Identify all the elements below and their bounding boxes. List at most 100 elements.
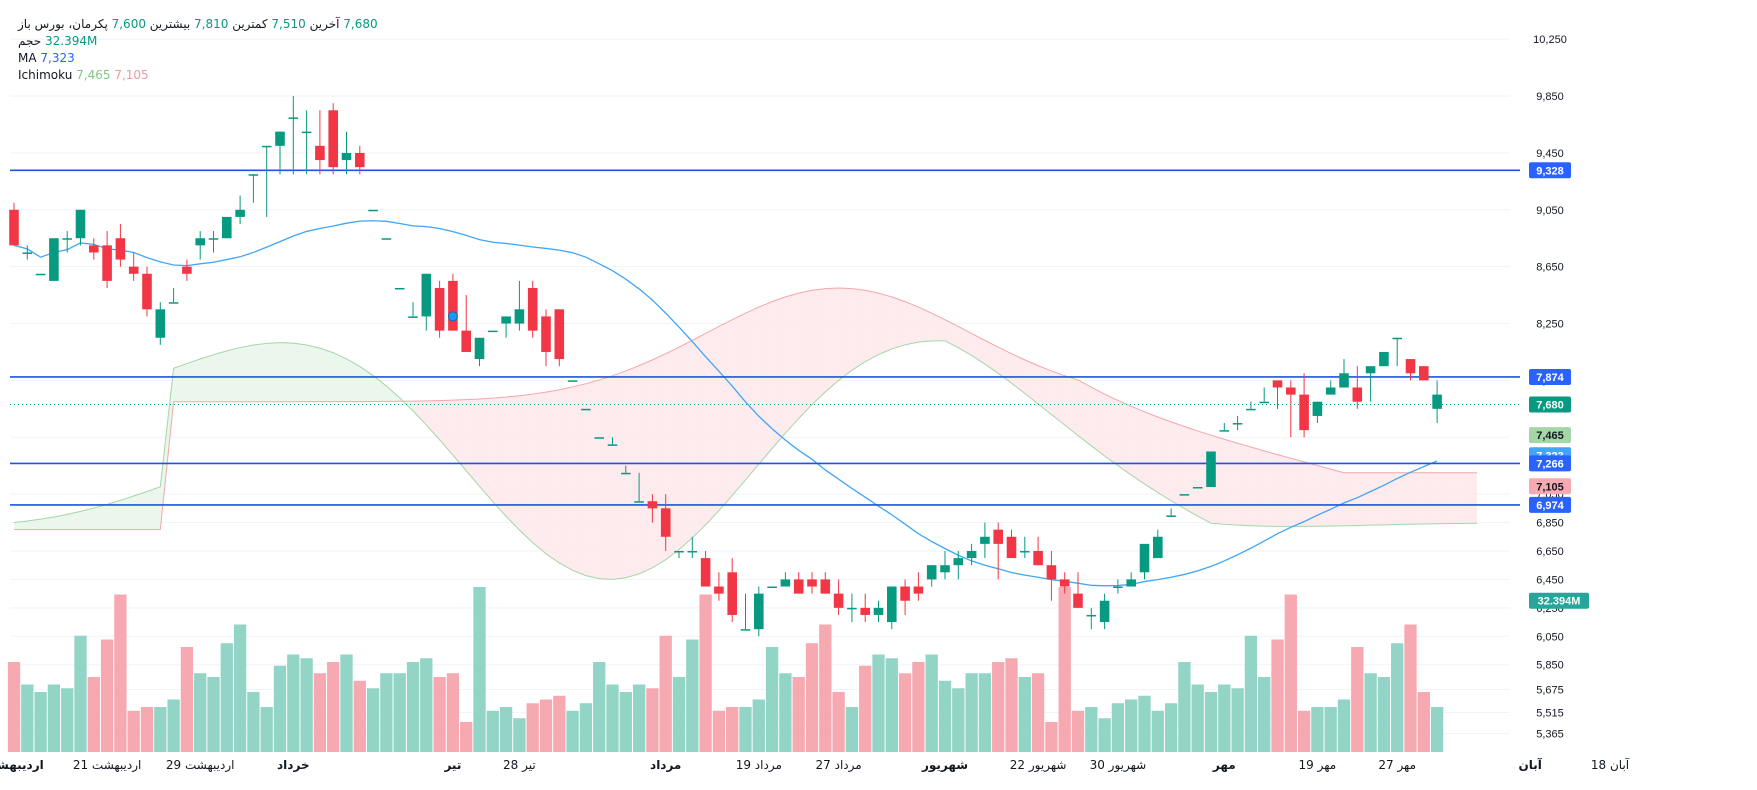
open-value: 7,600: [111, 17, 146, 31]
cloud-segment: [226, 347, 241, 402]
cloud-segment: [1078, 379, 1092, 446]
ichimoku-row[interactable]: Ichimoku 7,465 7,105: [18, 67, 378, 84]
volume-bar: [1098, 718, 1111, 752]
volume-bar: [460, 722, 473, 752]
cloud-segment: [572, 383, 586, 576]
candle-body: [634, 501, 644, 503]
ma-row[interactable]: MA 7,323: [18, 50, 378, 67]
price-tag-label: 7,680: [1536, 400, 1564, 412]
volume-bar: [1058, 587, 1071, 752]
candle-body: [35, 273, 46, 276]
candle-body: [1299, 394, 1309, 431]
candle-body: [461, 330, 471, 352]
x-tick-label: 27 مهر: [1378, 758, 1416, 773]
candle-body: [953, 558, 964, 566]
y-tick-label: 5,675: [1536, 685, 1564, 697]
cloud-segment: [186, 358, 201, 402]
cloud-segment: [984, 340, 999, 374]
y-tick-label: 6,850: [1536, 518, 1564, 530]
volume-bars: [7, 587, 1444, 752]
cloud-segment: [891, 296, 906, 349]
volume-bar: [380, 673, 393, 752]
candle-body: [727, 572, 737, 615]
volume-bar: [220, 643, 233, 752]
y-tick-label: 9,450: [1536, 148, 1564, 160]
candle-body: [115, 238, 126, 260]
price-tag: [1529, 478, 1571, 495]
candle-body: [1286, 387, 1296, 395]
cloud-segment: [306, 344, 320, 402]
volume-bar: [1151, 710, 1164, 752]
cloud-segment: [998, 347, 1012, 384]
y-tick-label: 5,365: [1536, 729, 1564, 741]
volume-row[interactable]: حجم 32.394M: [18, 33, 378, 50]
cloud-segment: [1344, 472, 1358, 526]
volume-bar: [1244, 635, 1258, 752]
volume-bar: [553, 695, 566, 752]
volume-bar: [1311, 707, 1324, 752]
cloud-segment: [705, 326, 719, 525]
volume-bar: [420, 658, 433, 752]
cloud-segment: [40, 516, 54, 530]
volume-bar: [1271, 639, 1284, 752]
candle-body: [1365, 366, 1376, 374]
cloud-segment: [772, 296, 786, 449]
candle-body: [581, 408, 591, 411]
volume-bar: [300, 658, 313, 752]
cloud-segment: [958, 326, 972, 356]
candle-body: [381, 238, 392, 240]
candle-body: [847, 607, 857, 610]
volume-bar: [1391, 643, 1404, 752]
price-tag: [1529, 396, 1571, 413]
candle-body: [448, 280, 458, 331]
cloud-segment: [1357, 472, 1371, 526]
ichimoku-label: Ichimoku: [18, 68, 73, 82]
cloud-segment: [665, 347, 679, 560]
candle-body: [807, 579, 817, 587]
volume-label: حجم: [18, 34, 42, 48]
candlesticks[interactable]: [9, 96, 1442, 637]
candle-body: [1179, 494, 1190, 496]
cloud-segment: [120, 496, 134, 530]
horizontal-levels[interactable]: [10, 169, 1520, 506]
volume-bar: [260, 707, 273, 752]
volume-bar: [845, 707, 859, 752]
volume-bar: [566, 710, 579, 752]
cloud-segment: [758, 301, 773, 465]
volume-bar: [1297, 710, 1311, 752]
cloud-segment: [1410, 472, 1424, 525]
ichimoku-span-b: [14, 287, 1477, 531]
candle-body: [767, 586, 777, 589]
candle-body: [49, 238, 59, 281]
cloud-segment: [173, 363, 187, 402]
cloud-segment: [851, 288, 866, 371]
symbol-name[interactable]: پکرمان، بورس: [34, 17, 108, 31]
volume-bar: [366, 688, 380, 752]
x-tick-label: تیر: [443, 758, 461, 772]
volume-bar: [792, 677, 805, 752]
cloud-segment: [1144, 411, 1158, 493]
volume-bar: [180, 647, 194, 752]
volume-bar: [765, 647, 779, 752]
cloud-segment: [798, 290, 812, 419]
volume-bar: [7, 662, 21, 752]
candle-body: [488, 330, 498, 333]
cloud-segment: [1317, 465, 1331, 527]
price-tag: [1529, 427, 1571, 444]
cloud-segment: [253, 343, 267, 402]
y-tick-label: 6,050: [1536, 631, 1564, 643]
candle-body: [833, 593, 844, 608]
candle-body: [22, 252, 33, 254]
candle-body: [328, 110, 338, 168]
volume-bar: [992, 662, 1005, 752]
candle-body: [1153, 536, 1163, 559]
y-tick-label: 9,050: [1536, 205, 1564, 217]
volume-bar: [898, 673, 912, 752]
volume-bar: [672, 677, 686, 752]
volume-bar: [233, 624, 247, 752]
cloud-segment: [1330, 469, 1344, 527]
price-tag-label: 7,465: [1536, 430, 1564, 442]
volume-bar: [1178, 662, 1191, 752]
volume-bar: [632, 684, 646, 752]
